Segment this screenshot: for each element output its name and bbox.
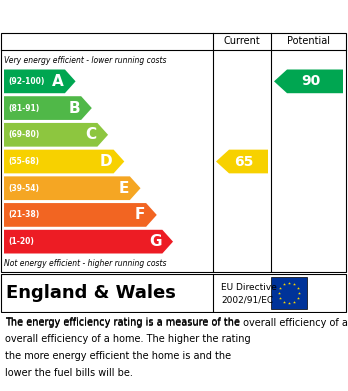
Text: B: B bbox=[69, 100, 80, 116]
Polygon shape bbox=[4, 203, 157, 227]
Text: 2002/91/EC: 2002/91/EC bbox=[221, 295, 273, 304]
Text: (69-80): (69-80) bbox=[8, 130, 39, 139]
Text: 90: 90 bbox=[301, 74, 320, 88]
Text: Potential: Potential bbox=[287, 36, 330, 46]
Text: (92-100): (92-100) bbox=[8, 77, 45, 86]
Text: C: C bbox=[85, 127, 96, 142]
Text: (81-91): (81-91) bbox=[8, 104, 39, 113]
Text: E: E bbox=[118, 181, 129, 196]
Text: lower the fuel bills will be.: lower the fuel bills will be. bbox=[5, 368, 133, 378]
Polygon shape bbox=[216, 150, 268, 173]
Polygon shape bbox=[4, 176, 141, 200]
Bar bbox=[271, 277, 307, 309]
Text: Very energy efficient - lower running costs: Very energy efficient - lower running co… bbox=[4, 56, 166, 65]
Polygon shape bbox=[4, 123, 108, 147]
Text: England & Wales: England & Wales bbox=[6, 284, 176, 302]
Text: (55-68): (55-68) bbox=[8, 157, 39, 166]
Text: G: G bbox=[149, 234, 161, 249]
Text: 65: 65 bbox=[234, 154, 254, 169]
Text: Current: Current bbox=[224, 36, 260, 46]
Text: F: F bbox=[135, 208, 145, 222]
Text: (39-54): (39-54) bbox=[8, 184, 39, 193]
Text: The energy efficiency rating is a measure of the: The energy efficiency rating is a measur… bbox=[5, 317, 240, 327]
Text: The energy efficiency rating is a measure of the overall efficiency of a home. T: The energy efficiency rating is a measur… bbox=[5, 318, 348, 328]
Polygon shape bbox=[4, 150, 124, 173]
Text: (21-38): (21-38) bbox=[8, 210, 39, 219]
Text: D: D bbox=[100, 154, 113, 169]
Polygon shape bbox=[4, 230, 173, 253]
Polygon shape bbox=[4, 70, 76, 93]
Text: (1-20): (1-20) bbox=[8, 237, 34, 246]
Text: A: A bbox=[52, 74, 64, 89]
Polygon shape bbox=[4, 96, 92, 120]
Text: Not energy efficient - higher running costs: Not energy efficient - higher running co… bbox=[4, 260, 166, 269]
Text: EU Directive: EU Directive bbox=[221, 283, 277, 292]
Text: Energy Efficiency Rating: Energy Efficiency Rating bbox=[10, 9, 221, 23]
Text: overall efficiency of a home. The higher the rating: overall efficiency of a home. The higher… bbox=[5, 334, 251, 344]
Polygon shape bbox=[274, 70, 343, 93]
Text: the more energy efficient the home is and the: the more energy efficient the home is an… bbox=[5, 351, 231, 361]
